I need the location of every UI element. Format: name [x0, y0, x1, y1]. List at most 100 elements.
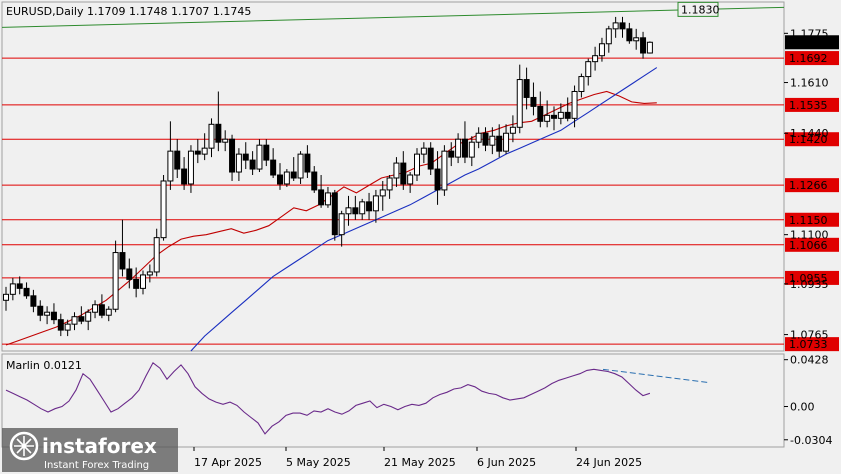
candle	[592, 46, 599, 71]
level-tag	[785, 178, 839, 193]
candle	[564, 97, 571, 122]
candle	[407, 172, 414, 193]
candle	[372, 189, 379, 223]
candle	[222, 130, 229, 152]
candle	[215, 91, 222, 152]
price-axis: 1.17751.16101.14401.11001.09351.07651.17…	[784, 27, 839, 342]
candle	[571, 85, 578, 128]
candle	[345, 195, 352, 226]
candle	[503, 124, 510, 155]
candle	[92, 300, 99, 319]
candle	[277, 163, 283, 190]
candle	[3, 286, 9, 311]
level-tag	[785, 97, 839, 112]
candle	[174, 139, 181, 178]
level-label: 1.0955	[789, 272, 828, 285]
candle	[249, 151, 256, 176]
chart-title: EURUSD,Daily 1.1709 1.1748 1.1707 1.1745	[6, 5, 251, 18]
candle	[57, 313, 64, 337]
candle	[235, 148, 242, 181]
candle	[256, 139, 263, 173]
candle	[98, 294, 105, 319]
osc-tick-label: 0.0428	[790, 354, 829, 367]
osc-tick-label: 0.00	[790, 401, 815, 414]
price-tick-label: 1.1440	[790, 127, 829, 140]
candle	[612, 16, 619, 38]
candle	[311, 166, 318, 193]
candle	[194, 139, 201, 164]
candle	[85, 309, 92, 331]
candle	[283, 169, 290, 187]
candle	[160, 175, 167, 241]
candle	[414, 148, 420, 181]
candle	[420, 142, 427, 164]
candle	[530, 82, 537, 116]
candle	[516, 64, 523, 134]
level-label: 1.1420	[789, 133, 828, 146]
level-label: 1.1692	[789, 52, 828, 65]
candle	[598, 37, 605, 62]
candle	[366, 192, 373, 220]
support-resistance-levels: 1.1692 1.1535 1.1420 1.1266 1.1150 1.1066 1.09…	[2, 51, 839, 352]
marlin-line	[5, 361, 651, 435]
candle	[181, 157, 188, 190]
osc-tick-label: -0.0304	[790, 434, 832, 447]
candle	[44, 306, 51, 325]
time-tick-label: 5 May 2025	[286, 456, 351, 469]
instaforex-logo: instaforex Instant Forex Trading	[2, 428, 178, 472]
candle	[352, 195, 359, 220]
candle	[50, 303, 57, 325]
candle	[37, 300, 44, 322]
candle	[146, 264, 153, 283]
candle	[229, 134, 236, 181]
candle	[626, 22, 633, 44]
ma-blue-line	[190, 67, 658, 352]
candle	[441, 145, 448, 196]
candle	[475, 127, 482, 149]
price-tick-label: 1.1100	[790, 229, 829, 242]
time-tick-label: 6 Jun 2025	[477, 456, 536, 469]
indicator-title: Marlin 0.0121	[6, 359, 82, 372]
candle	[297, 151, 304, 184]
level-tag	[785, 51, 839, 66]
candle	[112, 240, 119, 313]
candle	[201, 133, 208, 161]
candle	[448, 142, 455, 167]
level-label: 1.0733	[789, 338, 828, 351]
level-label: 1.1150	[789, 214, 828, 227]
candle	[331, 189, 338, 241]
level-label: 1.1266	[789, 179, 828, 192]
level-tag	[785, 132, 839, 147]
candle	[167, 121, 174, 190]
candle	[16, 276, 23, 295]
candle	[242, 142, 249, 170]
trendline-tag	[677, 1, 719, 17]
green-trendline	[1, 6, 785, 28]
time-tick-label: 21 May 2025	[384, 456, 456, 469]
candle	[633, 28, 640, 50]
watermark-tagline: Instant Forex Trading	[44, 460, 149, 471]
candle	[140, 270, 146, 295]
candle	[379, 180, 386, 211]
candle	[126, 258, 133, 289]
candle	[646, 41, 653, 54]
candle	[64, 319, 71, 337]
candle	[489, 127, 496, 155]
candle	[551, 106, 557, 131]
candle	[290, 157, 297, 181]
marlin-oscillator: 0.0428 0.00 -0.0304	[5, 354, 832, 447]
candle	[585, 58, 592, 86]
price-tick-label: 1.0935	[790, 278, 829, 291]
candle	[153, 228, 160, 277]
candle	[324, 186, 331, 208]
candle	[71, 312, 78, 331]
candle	[557, 103, 564, 125]
time-tick-label: 24 Jun 2025	[576, 456, 642, 469]
candle	[304, 145, 311, 178]
candle	[359, 198, 366, 220]
candle	[455, 133, 462, 164]
level-tag	[785, 337, 839, 352]
level-label: 1.1535	[789, 99, 828, 112]
level-label: 1.1066	[789, 239, 828, 252]
